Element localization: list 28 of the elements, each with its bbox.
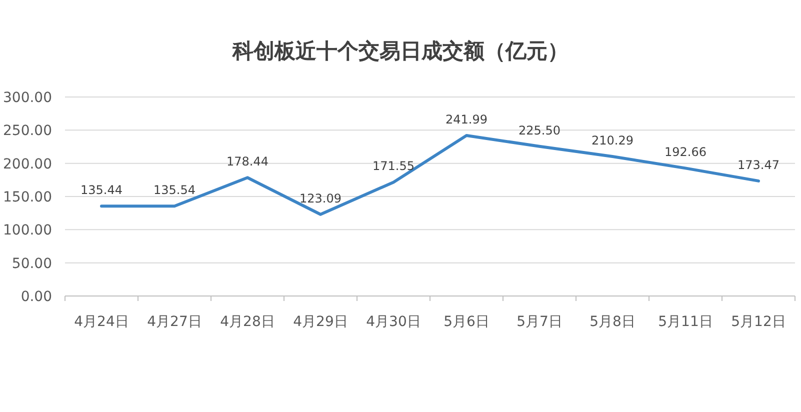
xtick: 5月12日 <box>731 314 786 330</box>
xtick: 4月30日 <box>366 314 421 330</box>
xtick: 4月29日 <box>293 314 348 330</box>
xtick: 5月7日 <box>516 314 562 330</box>
data-label: 210.29 <box>592 134 634 148</box>
xtick: 5月8日 <box>590 314 636 330</box>
data-label: 241.99 <box>446 112 488 126</box>
xtick: 4月28日 <box>220 314 275 330</box>
data-label: 225.50 <box>518 123 560 138</box>
xtick: 4月24日 <box>74 314 129 330</box>
data-label: 135.54 <box>154 183 196 198</box>
xtick: 5月11日 <box>658 314 713 330</box>
data-label: 192.66 <box>664 145 706 160</box>
ytick: 0.00 <box>20 289 52 305</box>
ytick: 100.00 <box>3 222 52 239</box>
ytick: 250.00 <box>3 123 52 140</box>
ytick: 50.00 <box>12 256 52 272</box>
data-label: 173.47 <box>738 158 780 172</box>
ytick: 200.00 <box>3 156 52 172</box>
title: 科创板近十个交易日成交额（亿元） <box>232 39 568 63</box>
data-label: 178.44 <box>226 154 268 169</box>
data-label: 123.09 <box>300 191 342 206</box>
ytick: 150.00 <box>3 190 52 206</box>
data-label: 171.55 <box>372 159 414 174</box>
data-label: 135.44 <box>80 183 122 198</box>
xtick: 5月6日 <box>444 314 490 330</box>
xtick: 4月27日 <box>147 314 202 330</box>
ytick: 300.00 <box>3 90 52 106</box>
